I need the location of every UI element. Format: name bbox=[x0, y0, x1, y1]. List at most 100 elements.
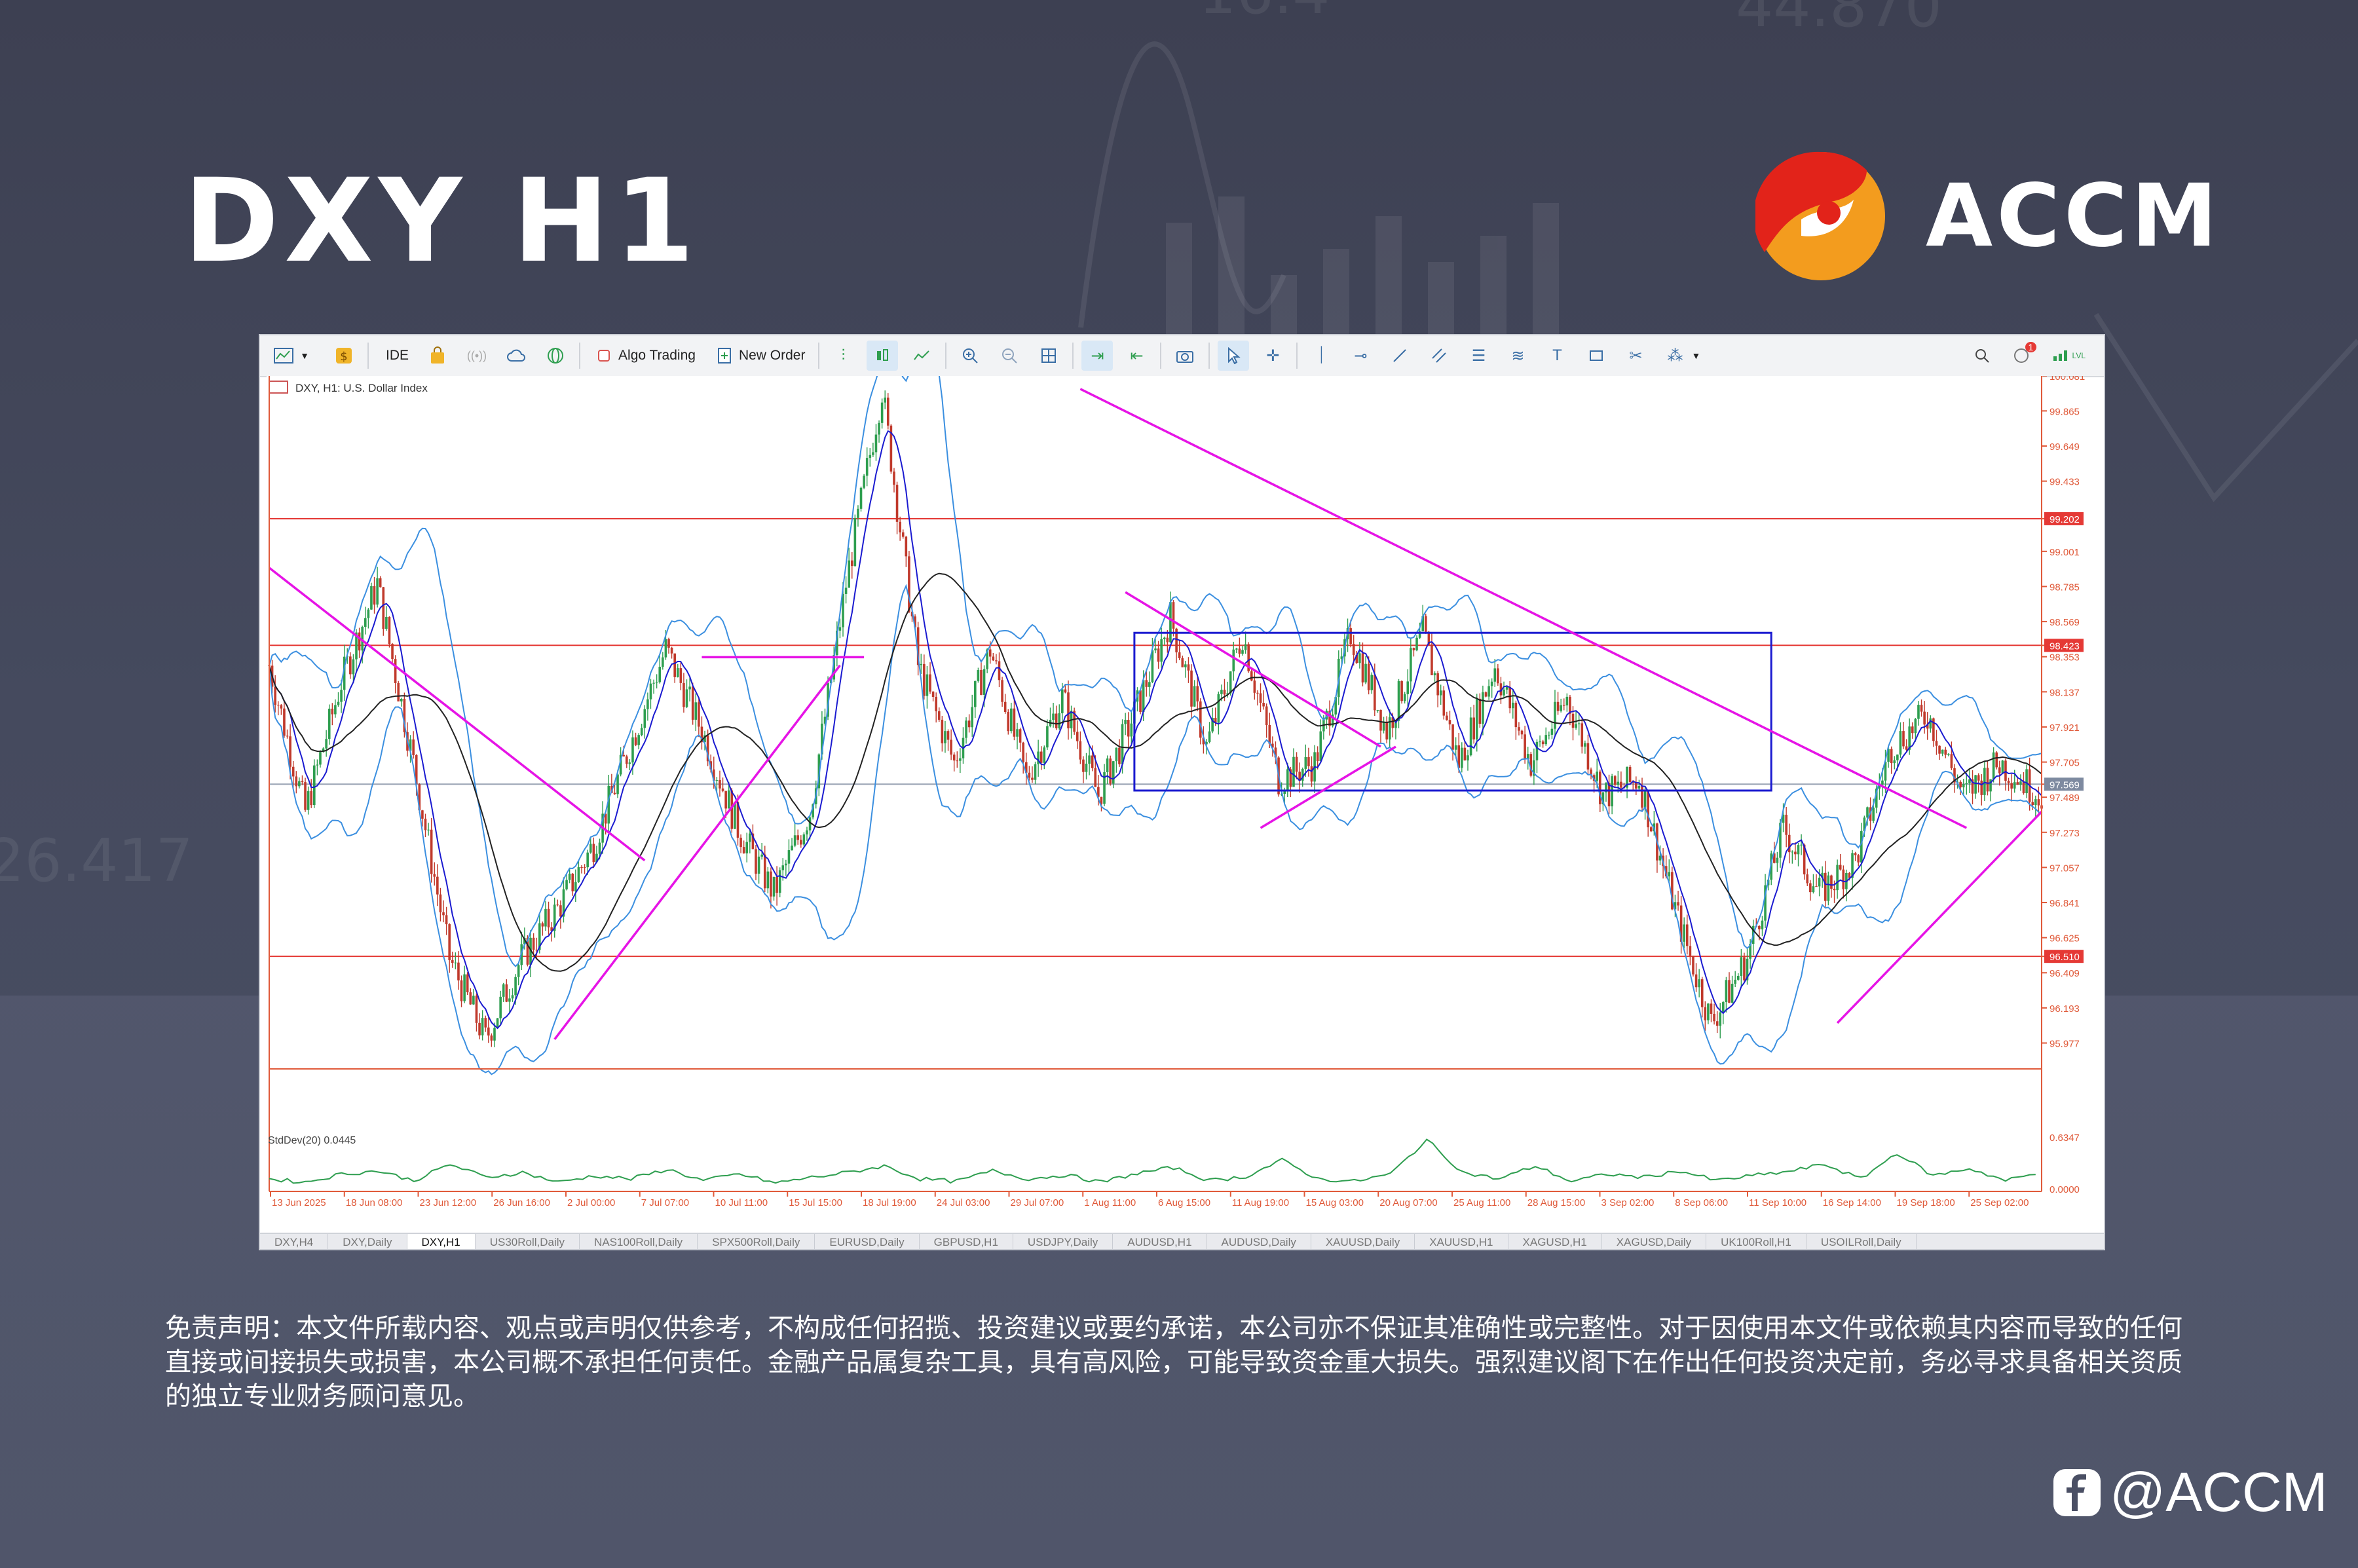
grid-button[interactable] bbox=[1033, 341, 1064, 371]
zoom-in-button[interactable] bbox=[954, 341, 986, 371]
market-button[interactable] bbox=[422, 341, 453, 371]
candlestick-button[interactable] bbox=[867, 341, 899, 371]
tools-button[interactable]: ✂ bbox=[1620, 341, 1651, 371]
search-button[interactable] bbox=[1966, 341, 1998, 371]
candle-body bbox=[511, 995, 514, 999]
candle-body bbox=[1467, 755, 1469, 761]
candle-body bbox=[736, 802, 739, 838]
crosshair-button[interactable]: ✛ bbox=[1257, 341, 1288, 371]
candle-body bbox=[664, 639, 667, 658]
x-tick-label: 6 Aug 15:00 bbox=[1158, 1197, 1210, 1208]
candle-body bbox=[370, 586, 373, 610]
candle-body bbox=[418, 784, 421, 811]
channel-button[interactable] bbox=[1423, 341, 1455, 371]
rectangle-tool-button[interactable] bbox=[1581, 341, 1612, 371]
notification-badge: 1 bbox=[2025, 342, 2037, 352]
candle-body bbox=[1974, 775, 1977, 794]
bar-chart-button[interactable]: ⫶ bbox=[827, 341, 859, 371]
text-tool-button[interactable]: T bbox=[1541, 341, 1573, 371]
fibo-fan-button[interactable]: ≋ bbox=[1502, 341, 1533, 371]
y-tick-label: 96.510 bbox=[2049, 952, 2080, 963]
new-order-button[interactable]: New Order bbox=[709, 341, 811, 371]
candle-body bbox=[1157, 648, 1160, 662]
candle-body bbox=[844, 588, 848, 594]
screenshot-button[interactable] bbox=[1169, 341, 1201, 371]
candle-body bbox=[1635, 782, 1638, 789]
candle-body bbox=[433, 874, 436, 877]
candle-body bbox=[397, 682, 400, 701]
chart-tab[interactable]: XAUUSD,Daily bbox=[1311, 1234, 1415, 1249]
chart-tab[interactable]: SPX500Roll,Daily bbox=[698, 1234, 815, 1249]
fibonacci-button[interactable]: ☰ bbox=[1463, 341, 1494, 371]
chart-tab[interactable]: EURUSD,Daily bbox=[815, 1234, 920, 1249]
vps-button[interactable] bbox=[500, 341, 532, 371]
chart-tab[interactable]: UK100Roll,H1 bbox=[1706, 1234, 1806, 1249]
algo-trading-button[interactable]: Algo Trading bbox=[588, 341, 701, 371]
chart-type-dropdown[interactable]: ▼ bbox=[268, 341, 320, 371]
candle-body bbox=[1722, 1002, 1725, 1013]
candle-body bbox=[1439, 690, 1442, 696]
chart-tab[interactable]: NAS100Roll,Daily bbox=[580, 1234, 698, 1249]
chart-tab[interactable]: XAUUSD,H1 bbox=[1415, 1234, 1508, 1249]
x-tick-label: 20 Aug 07:00 bbox=[1379, 1197, 1437, 1208]
candle-body bbox=[1649, 827, 1653, 832]
trendline-button[interactable] bbox=[1384, 341, 1415, 371]
candle-body bbox=[1166, 637, 1169, 643]
horizontal-line-button[interactable]: ⊸ bbox=[1345, 341, 1376, 371]
chart-tab[interactable]: DXY,H4 bbox=[260, 1234, 329, 1249]
zoom-out-button[interactable] bbox=[994, 341, 1025, 371]
candle-body bbox=[956, 760, 959, 762]
ide-button[interactable]: IDE bbox=[377, 341, 414, 371]
candle-body bbox=[1082, 759, 1085, 772]
candle-body bbox=[340, 690, 343, 702]
candle-body bbox=[1791, 851, 1794, 853]
camera-icon bbox=[1174, 345, 1195, 366]
candle-body bbox=[586, 852, 589, 868]
chart-shift-button[interactable]: ⇤ bbox=[1121, 341, 1152, 371]
candle-body bbox=[604, 813, 607, 824]
chart-tab[interactable]: AUDUSD,H1 bbox=[1113, 1234, 1207, 1249]
svg-text:26.417: 26.417 bbox=[0, 827, 193, 895]
candle-body bbox=[703, 735, 706, 743]
signals-button[interactable]: ((•)) bbox=[461, 341, 493, 371]
candle-body bbox=[1220, 690, 1223, 694]
candle-body bbox=[514, 977, 517, 996]
candle-body bbox=[1881, 780, 1884, 785]
chart-tab[interactable]: AUDUSD,Daily bbox=[1207, 1234, 1311, 1249]
time-axis: 13 Jun 2025 18 Jun 08:00 23 Jun 12:00 26 Ju… bbox=[270, 1191, 2029, 1208]
community-button[interactable] bbox=[540, 341, 571, 371]
candle-body bbox=[1851, 853, 1854, 878]
candle-body bbox=[791, 846, 793, 850]
candle-body bbox=[1929, 718, 1932, 729]
price-chart[interactable]: DXY, H1: U.S. Dollar Index 100.081 99.865… bbox=[260, 376, 2104, 1233]
quotes-button[interactable]: $ bbox=[328, 341, 360, 371]
candle-body bbox=[1385, 721, 1388, 739]
shapes-dropdown[interactable]: ⁂ ▼ bbox=[1659, 341, 1712, 371]
chart-tab[interactable]: USDJPY,Daily bbox=[1013, 1234, 1114, 1249]
y-tick-label: 99.202 bbox=[2049, 514, 2080, 525]
candle-body bbox=[1541, 741, 1544, 745]
level-button[interactable]: LVL bbox=[2045, 341, 2091, 371]
dollar-icon: $ bbox=[333, 345, 354, 366]
y-tick-label: 97.489 bbox=[2049, 793, 2080, 804]
notifications-button[interactable]: 1 bbox=[2006, 341, 2037, 371]
x-tick-label: 2 Jul 00:00 bbox=[567, 1197, 615, 1208]
chart-tab[interactable]: DXY,Daily bbox=[328, 1234, 407, 1249]
candle-body bbox=[727, 790, 730, 809]
chart-tab[interactable]: GBPUSD,H1 bbox=[920, 1234, 1013, 1249]
candle-body bbox=[1151, 650, 1154, 682]
autoscroll-button[interactable]: ⇥ bbox=[1081, 341, 1114, 371]
candle-body bbox=[1539, 741, 1541, 743]
candle-body bbox=[2001, 760, 2004, 774]
line-chart-button[interactable] bbox=[906, 341, 937, 371]
chart-tab[interactable]: XAGUSD,H1 bbox=[1508, 1234, 1602, 1249]
cursor-button[interactable] bbox=[1218, 341, 1250, 371]
candle-body bbox=[721, 788, 724, 791]
candle-body bbox=[376, 578, 379, 605]
chart-tab[interactable]: XAGUSD,Daily bbox=[1602, 1234, 1707, 1249]
chart-tab[interactable]: USOILRoll,Daily bbox=[1806, 1234, 1917, 1249]
chart-background bbox=[267, 376, 2043, 1233]
vertical-line-button[interactable]: ⏐ bbox=[1305, 341, 1337, 371]
chart-tab[interactable]: DXY,H1 bbox=[407, 1234, 476, 1249]
chart-tab[interactable]: US30Roll,Daily bbox=[476, 1234, 580, 1249]
